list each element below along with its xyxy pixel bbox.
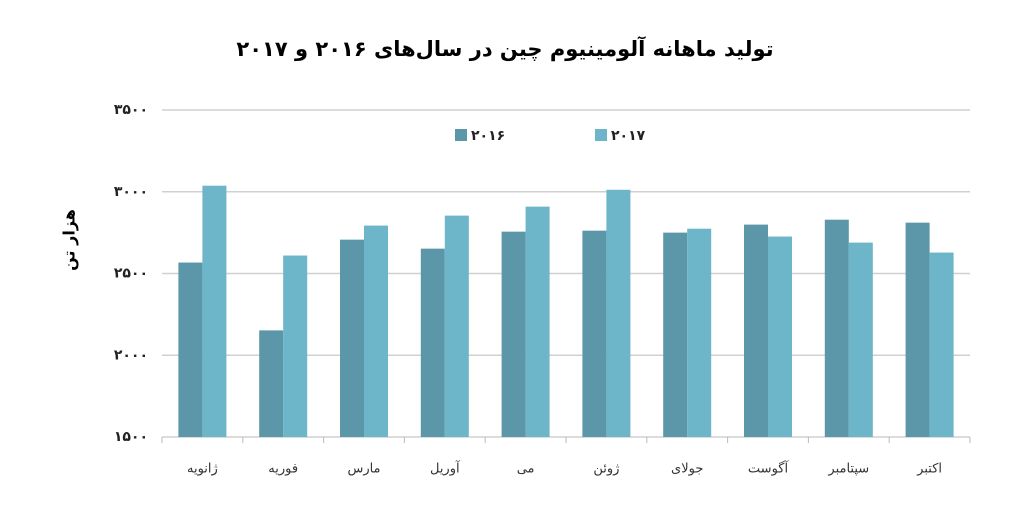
bar: [525, 206, 550, 437]
legend-label: ۲۰۱۶: [471, 128, 505, 144]
legend-swatch: [455, 129, 467, 141]
bar: [364, 225, 388, 437]
y-tick-label: ۲۰۰۰: [114, 347, 148, 363]
bar: [824, 219, 849, 437]
bar: [178, 262, 203, 437]
bar: [848, 242, 873, 437]
bar: [444, 215, 469, 437]
x-tick-label: سپتامبر: [827, 462, 869, 477]
y-tick-label: ۳۰۰۰: [114, 184, 148, 200]
x-tick-label: ژانویه: [187, 462, 218, 477]
x-tick-label: ژوئن: [593, 462, 619, 477]
bar: [768, 236, 792, 437]
y-axis-label: هزار تن: [60, 209, 79, 271]
bar: [340, 239, 364, 437]
bar: [582, 230, 607, 437]
bar: [687, 228, 712, 437]
bar: [283, 255, 308, 437]
x-tick-label: اکتبر: [916, 462, 942, 477]
legend-label: ۲۰۱۷: [611, 128, 646, 144]
bar: [420, 248, 445, 437]
bar: [663, 232, 688, 437]
y-tick-label: ۲۵۰۰: [114, 266, 148, 282]
bar: [501, 231, 526, 437]
bar: [929, 252, 954, 437]
chart-title: تولید ماهانه آلومینیوم چین در سال‌های ۲۰…: [236, 36, 773, 61]
bar: [606, 189, 631, 437]
y-tick-label: ۳۵۰۰: [114, 102, 148, 118]
legend-swatch: [595, 129, 607, 141]
x-tick-label: آوریل: [430, 460, 461, 477]
bar: [259, 330, 284, 437]
y-tick-label: ۱۵۰۰: [114, 429, 148, 445]
bar: [202, 185, 227, 437]
x-tick-label: می: [517, 462, 535, 477]
bar: [744, 224, 768, 437]
x-tick-label: مارس: [347, 462, 380, 477]
x-tick-label: فوریه: [268, 462, 298, 477]
x-tick-label: آگوست: [748, 460, 790, 477]
x-tick-label: جولای: [671, 462, 703, 477]
bar: [905, 222, 930, 437]
